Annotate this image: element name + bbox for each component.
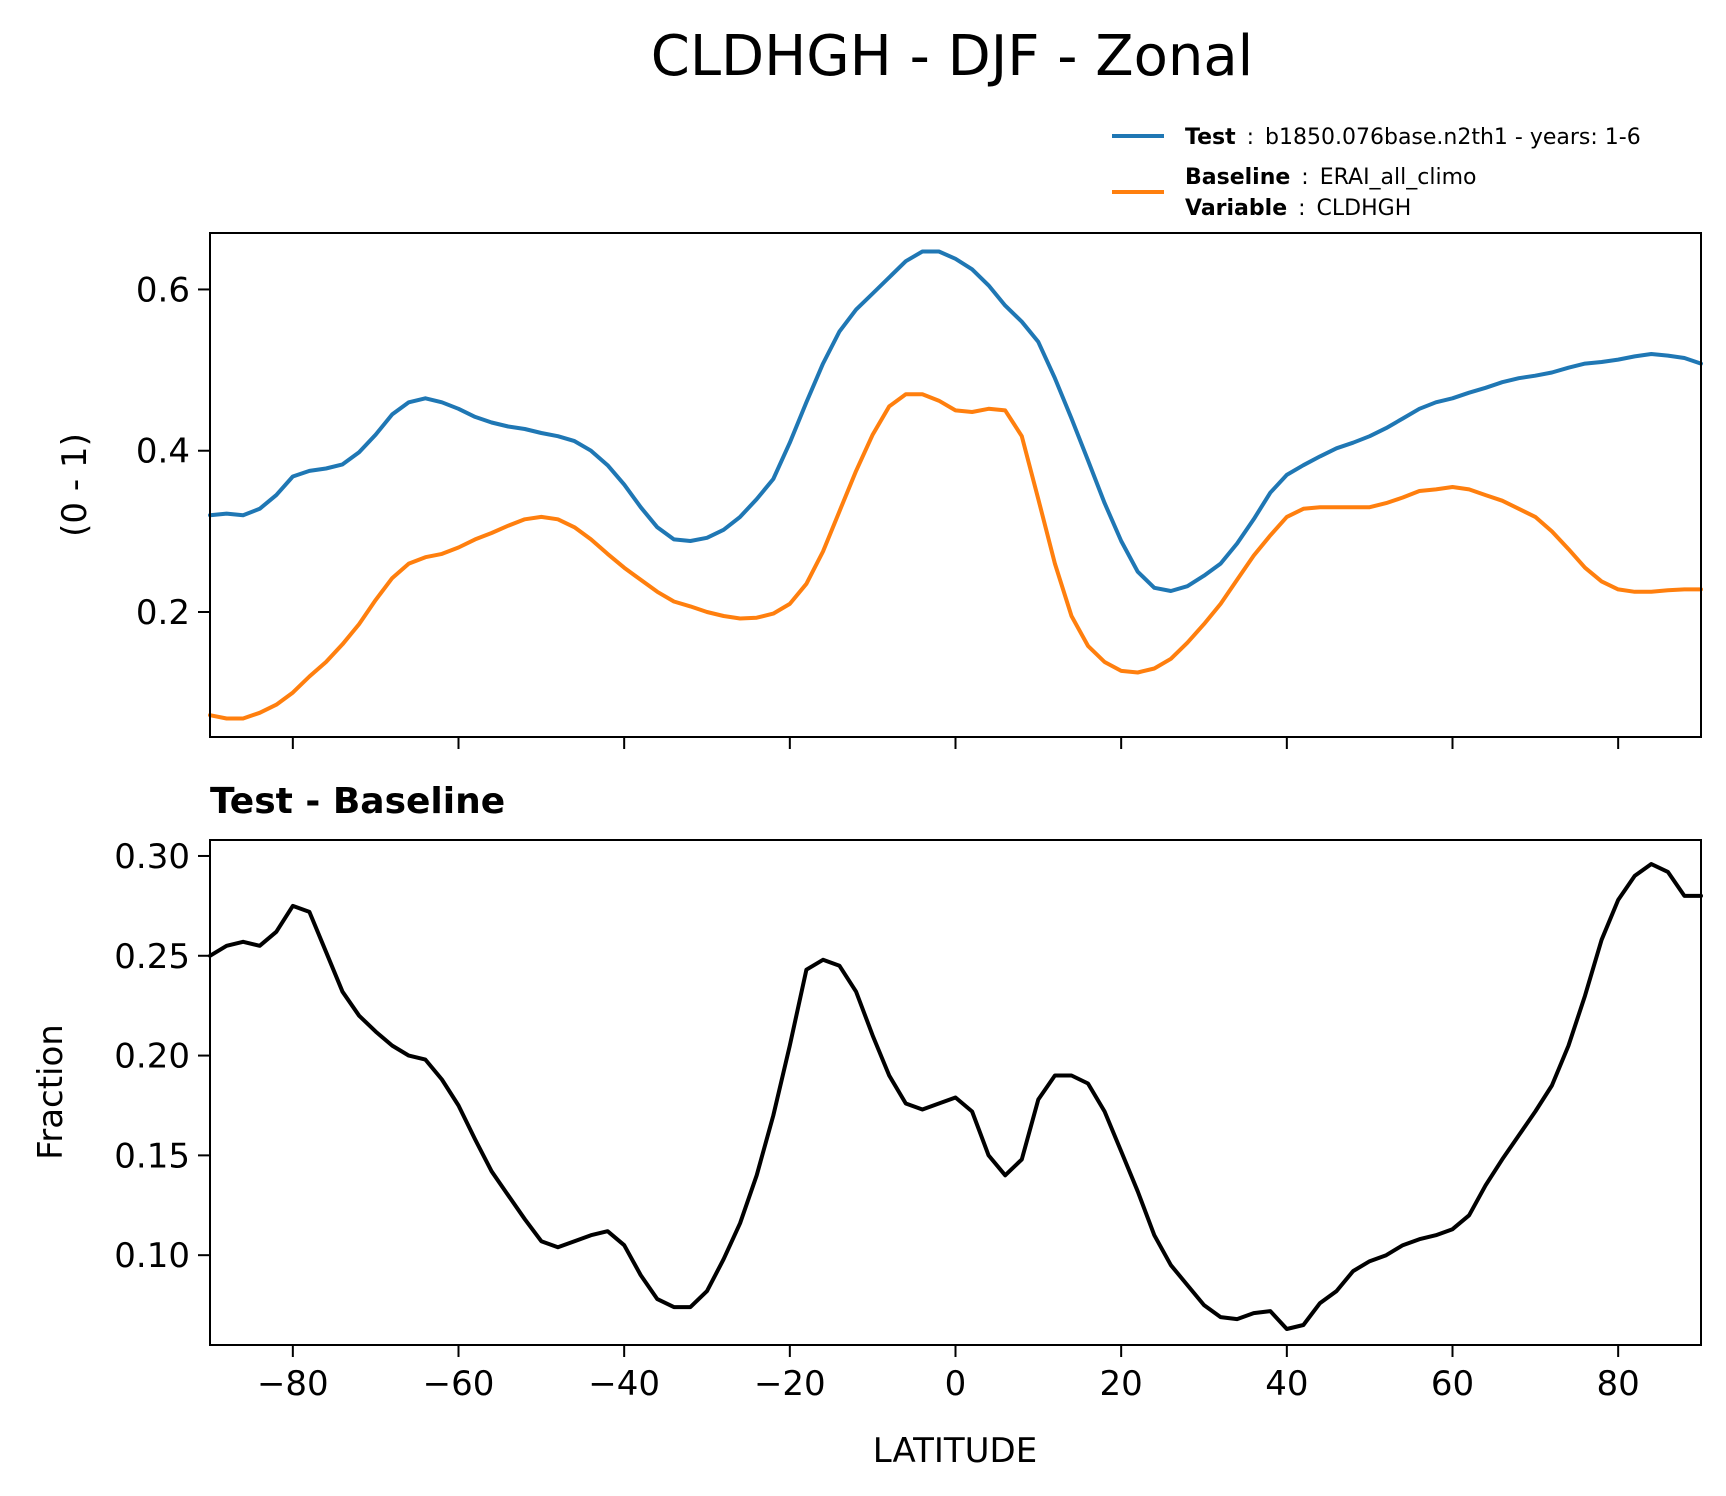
- x-tick-label: 60: [1431, 1364, 1474, 1404]
- legend-entry-variable: Variable : CLDHGH: [1185, 196, 1411, 221]
- bottom-y-tick-label: 0.10: [114, 1236, 190, 1276]
- x-tick-label: −60: [423, 1364, 495, 1404]
- x-tick-label: 20: [1100, 1364, 1143, 1404]
- bottom-y-tick-label: 0.20: [114, 1037, 190, 1077]
- top-series-test-line: [208, 249, 1703, 593]
- legend-entry-test: Test : b1850.076base.n2th1 - years: 1-6: [1185, 125, 1641, 150]
- bottom-panel-title: Test - Baseline: [210, 781, 505, 822]
- x-tick-label: 40: [1265, 1364, 1308, 1404]
- legend-variable-sep: :: [1298, 196, 1305, 221]
- legend-baseline-sep: :: [1301, 165, 1308, 190]
- legend-baseline-value: ERAI_all_climo: [1320, 165, 1477, 190]
- x-tick-label: 80: [1597, 1364, 1640, 1404]
- top-y-tick-label: 0.6: [136, 270, 190, 310]
- bottom-panel: Test - Baseline −80 −60 −40 −20 0 20 40 60 80 0.1…: [31, 781, 1703, 1471]
- x-axis-label: LATITUDE: [873, 1431, 1037, 1471]
- legend-variable-value: CLDHGH: [1317, 196, 1412, 221]
- legend: Test : b1850.076base.n2th1 - years: 1-6 …: [1112, 125, 1641, 221]
- x-tick-label: −80: [257, 1364, 329, 1404]
- top-panel-frame: [209, 232, 1702, 738]
- x-tick-label: −40: [588, 1364, 660, 1404]
- figure-title: CLDHGH - DJF - Zonal: [651, 24, 1254, 89]
- legend-baseline-key: Baseline: [1185, 165, 1290, 190]
- top-panel: 0.2 0.4 0.6 (0 - 1): [55, 232, 1703, 749]
- top-y-tick-label: 0.4: [136, 432, 190, 472]
- bottom-y-tick-label: 0.15: [114, 1136, 190, 1176]
- x-tick-label: −20: [754, 1364, 826, 1404]
- top-y-tick-label: 0.2: [136, 593, 190, 633]
- top-y-axis-label: (0 - 1): [55, 433, 95, 537]
- bottom-y-tick-label: 0.30: [114, 837, 190, 877]
- bottom-series-difference-line: [208, 862, 1703, 1331]
- legend-test-sep: :: [1247, 125, 1254, 150]
- legend-test-value: b1850.076base.n2th1 - years: 1-6: [1265, 125, 1641, 150]
- legend-test-key: Test: [1185, 125, 1236, 150]
- bottom-y-axis-label: Fraction: [31, 1024, 71, 1160]
- x-tick-label: 0: [945, 1364, 967, 1404]
- legend-variable-key: Variable: [1185, 196, 1287, 221]
- bottom-panel-frame: [209, 839, 1702, 1346]
- top-series-baseline-line: [208, 392, 1703, 721]
- legend-entry-baseline: Baseline : ERAI_all_climo: [1185, 165, 1476, 190]
- bottom-y-tick-label: 0.25: [114, 937, 190, 977]
